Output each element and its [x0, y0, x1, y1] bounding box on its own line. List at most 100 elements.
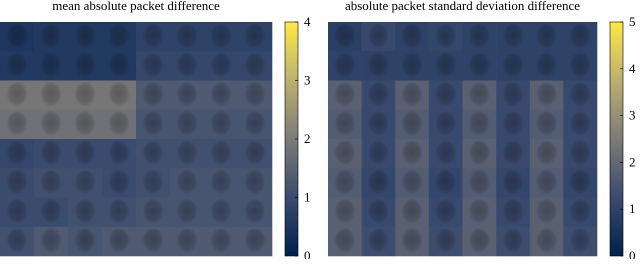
face-shading: [108, 228, 130, 255]
face-shading: [334, 169, 356, 197]
face-shading: [40, 81, 62, 109]
face-shading: [367, 52, 390, 80]
face-shading: [535, 169, 558, 197]
face-shading: [142, 111, 164, 138]
face-shading: [535, 228, 558, 255]
face-shading: [502, 169, 524, 197]
face-shading: [176, 169, 198, 197]
face-shading: [244, 81, 266, 109]
face-shading: [468, 140, 491, 167]
face-shading: [74, 140, 96, 167]
face-shading: [244, 198, 266, 226]
face-shading: [142, 228, 164, 255]
face-shading: [176, 198, 198, 226]
face-shading: [401, 111, 423, 138]
face-shading: [74, 81, 96, 109]
face-shading: [334, 198, 356, 226]
face-shading: [468, 198, 491, 226]
face-shading: [142, 169, 164, 197]
face-shading: [40, 169, 62, 197]
face-shading: [40, 198, 62, 226]
face-shading: [367, 111, 390, 138]
face-shading: [210, 81, 232, 109]
colorbar-tick-label: 1: [304, 190, 311, 205]
face-shading: [210, 52, 232, 80]
colorbar-tick-label: 5: [629, 14, 636, 29]
face-shading: [142, 140, 164, 167]
face-shading: [401, 140, 423, 167]
face-shading: [401, 198, 423, 226]
face-shading: [468, 169, 491, 197]
face-shading: [367, 169, 390, 197]
face-shading: [401, 81, 423, 109]
face-shading: [535, 198, 558, 226]
face-shading: [176, 140, 198, 167]
face-shading: [210, 169, 232, 197]
face-shading: [434, 23, 457, 50]
face-shading: [6, 81, 28, 109]
face-shading: [142, 52, 164, 80]
face-shading: [108, 169, 130, 197]
face-shading: [502, 81, 524, 109]
face-shading: [535, 111, 558, 138]
face-shading: [6, 140, 28, 167]
face-shading: [502, 23, 524, 50]
face-shading: [210, 228, 232, 255]
face-shading: [210, 198, 232, 226]
face-shading: [244, 228, 266, 255]
colorbar-tick-label: 0: [304, 248, 311, 259]
face-shading: [468, 52, 491, 80]
face-shading: [434, 111, 457, 138]
colorbar-tick-label: 3: [629, 108, 636, 123]
face-shading: [569, 52, 591, 80]
face-shading: [502, 52, 524, 80]
face-shading: [108, 140, 130, 167]
face-shading: [6, 52, 28, 80]
face-shading: [74, 169, 96, 197]
face-shading: [367, 81, 390, 109]
face-shading: [142, 198, 164, 226]
face-shading: [74, 111, 96, 138]
face-shading: [334, 140, 356, 167]
face-shading: [434, 228, 457, 255]
face-shading: [334, 52, 356, 80]
face-shading: [6, 23, 28, 50]
face-shading: [334, 81, 356, 109]
face-shading: [401, 169, 423, 197]
face-shading: [210, 111, 232, 138]
face-shading: [108, 52, 130, 80]
face-shading: [142, 81, 164, 109]
face-shading: [468, 111, 491, 138]
face-shading: [535, 52, 558, 80]
face-shading: [502, 228, 524, 255]
face-shading: [468, 81, 491, 109]
face-shading: [535, 23, 558, 50]
colorbar-tick-label: 0: [629, 248, 636, 259]
colorbar-tick-label: 1: [629, 201, 636, 216]
face-shading: [401, 52, 423, 80]
face-shading: [176, 81, 198, 109]
face-shading: [210, 140, 232, 167]
face-shading: [502, 140, 524, 167]
face-shading: [74, 228, 96, 255]
face-shading: [40, 228, 62, 255]
face-shading: [244, 111, 266, 138]
colorbar-tick-label: 3: [304, 73, 311, 88]
face-shading: [367, 198, 390, 226]
face-shading: [367, 23, 390, 50]
face-shading: [244, 52, 266, 80]
face-shading: [74, 23, 96, 50]
face-shading: [176, 23, 198, 50]
face-shading: [40, 52, 62, 80]
colorbar-tick-label: 4: [304, 14, 311, 29]
face-shading: [176, 111, 198, 138]
face-shading: [334, 111, 356, 138]
chart-title: mean absolute packet difference: [52, 0, 220, 13]
face-shading: [569, 81, 591, 109]
face-shading: [40, 23, 62, 50]
face-shading: [40, 140, 62, 167]
face-shading: [569, 198, 591, 226]
face-shading: [434, 140, 457, 167]
face-shading: [535, 81, 558, 109]
